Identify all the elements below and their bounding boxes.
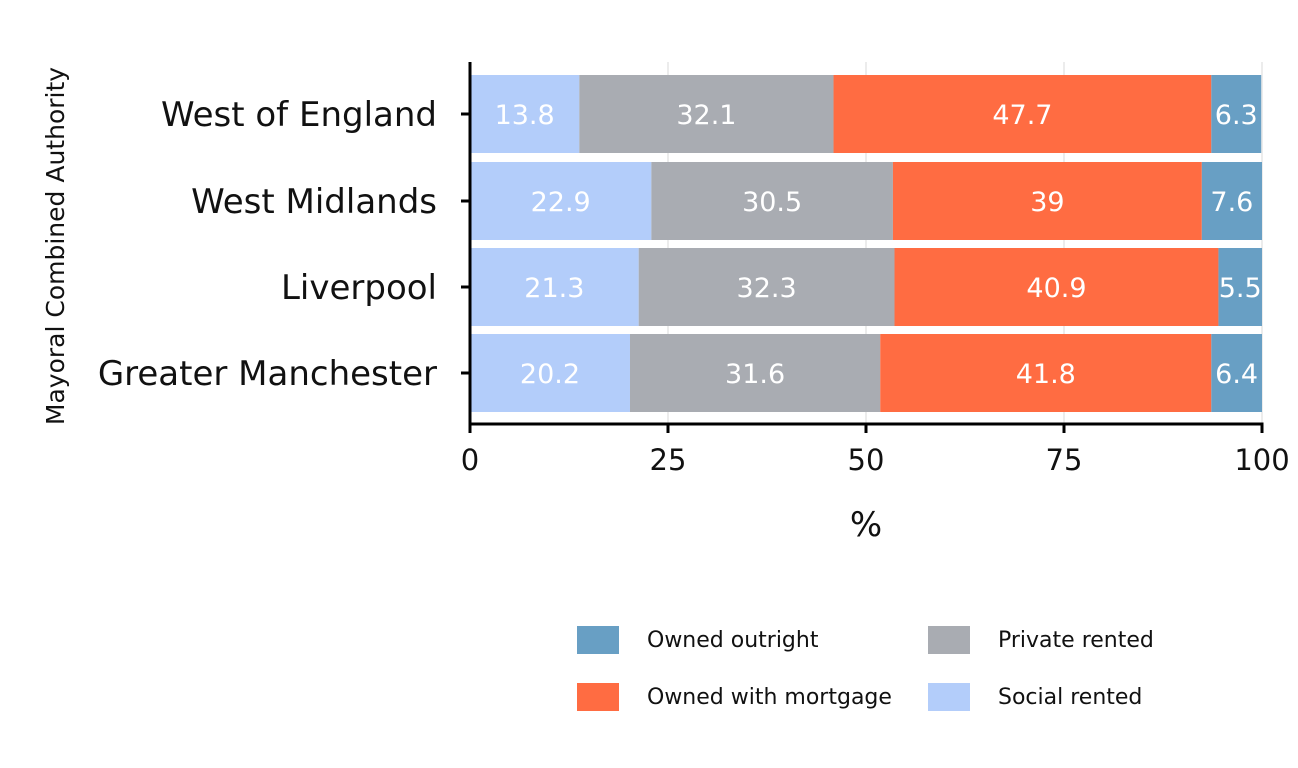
legend: Owned outright Private rented Owned with m… — [577, 626, 1154, 711]
legend-swatch-private-rented — [928, 626, 970, 654]
data-label-liverpool-private-rented: 32.3 — [737, 273, 797, 304]
x-tick-label-75: 75 — [1046, 443, 1083, 477]
data-label-liverpool-social-rented: 21.3 — [524, 273, 584, 304]
data-label-west-of-england-private-rented: 32.1 — [676, 100, 736, 131]
data-label-greater-manchester-owned-with-mortgage: 41.8 — [1016, 359, 1076, 390]
data-label-liverpool-owned-with-mortgage: 40.9 — [1026, 273, 1086, 304]
bar-liverpool-owned-with-mortgage — [894, 248, 1219, 326]
data-label-west-midlands-owned-outright: 7.6 — [1210, 187, 1253, 218]
bar-west-of-england-owned-with-mortgage — [833, 75, 1212, 153]
data-label-greater-manchester-owned-outright: 6.4 — [1215, 359, 1258, 390]
bar-liverpool-owned-outright — [1218, 248, 1262, 326]
data-label-west-of-england-owned-with-mortgage: 47.7 — [992, 100, 1052, 131]
category-label-greater-manchester: Greater Manchester — [98, 354, 437, 394]
data-label-greater-manchester-social-rented: 20.2 — [520, 359, 580, 390]
data-label-west-of-england-owned-outright: 6.3 — [1215, 100, 1258, 131]
data-label-greater-manchester-private-rented: 31.6 — [725, 359, 785, 390]
data-label-west-of-england-social-rented: 13.8 — [495, 100, 555, 131]
bar-liverpool-social-rented — [470, 248, 639, 326]
bar-liverpool-private-rented — [638, 248, 895, 326]
category-label-liverpool: Liverpool — [281, 268, 437, 308]
bar-greater-manchester-owned-outright — [1211, 334, 1262, 412]
bar-west-midlands-owned-with-mortgage — [892, 162, 1202, 240]
bar-west-of-england-social-rented — [470, 75, 580, 153]
legend-label-social-rented: Social rented — [998, 685, 1142, 710]
bar-west-of-england-owned-outright — [1211, 75, 1262, 153]
legend-swatch-social-rented — [928, 683, 970, 711]
legend-label-owned-with-mortgage: Owned with mortgage — [647, 685, 892, 710]
bar-greater-manchester-owned-with-mortgage — [880, 334, 1212, 412]
data-label-liverpool-owned-outright: 5.5 — [1219, 273, 1262, 304]
x-tick-label-0: 0 — [461, 443, 479, 477]
legend-swatch-owned-outright — [577, 626, 619, 654]
x-axis-title: % — [850, 505, 882, 545]
x-tick-label-100: 100 — [1234, 443, 1289, 477]
category-label-west-midlands: West Midlands — [191, 182, 437, 222]
category-label-west-of-england: West of England — [161, 95, 437, 135]
legend-label-owned-outright: Owned outright — [647, 628, 819, 653]
bars: 13.8 32.1 47.7 6.3 22.9 30.5 39 7.6 21.3 32.3 40.9… — [470, 75, 1262, 412]
bar-west-midlands-social-rented — [470, 162, 652, 240]
legend-label-private-rented: Private rented — [998, 628, 1154, 653]
data-label-west-midlands-social-rented: 22.9 — [531, 187, 591, 218]
axes: West of England West Midlands Liverpool Gre… — [98, 62, 1290, 477]
data-label-west-midlands-private-rented: 30.5 — [742, 187, 802, 218]
bar-west-midlands-private-rented — [651, 162, 893, 240]
x-tick-label-25: 25 — [650, 443, 687, 477]
bar-west-of-england-private-rented — [579, 75, 834, 153]
bar-greater-manchester-social-rented — [470, 334, 630, 412]
bar-greater-manchester-private-rented — [629, 334, 881, 412]
legend-swatch-owned-with-mortgage — [577, 683, 619, 711]
x-tick-label-50: 50 — [848, 443, 885, 477]
y-axis-title: Mayoral Combined Authority — [41, 67, 70, 425]
bar-west-midlands-owned-outright — [1201, 162, 1262, 240]
data-label-west-midlands-owned-with-mortgage: 39 — [1030, 187, 1064, 218]
